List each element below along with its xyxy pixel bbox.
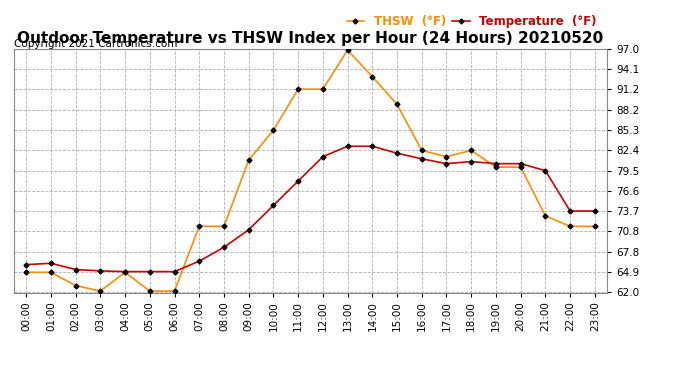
Text: Copyright 2021 Cartronics.com: Copyright 2021 Cartronics.com [14,39,177,49]
Title: Outdoor Temperature vs THSW Index per Hour (24 Hours) 20210520: Outdoor Temperature vs THSW Index per Ho… [17,31,604,46]
Legend: THSW  (°F), Temperature  (°F): THSW (°F), Temperature (°F) [342,11,601,33]
